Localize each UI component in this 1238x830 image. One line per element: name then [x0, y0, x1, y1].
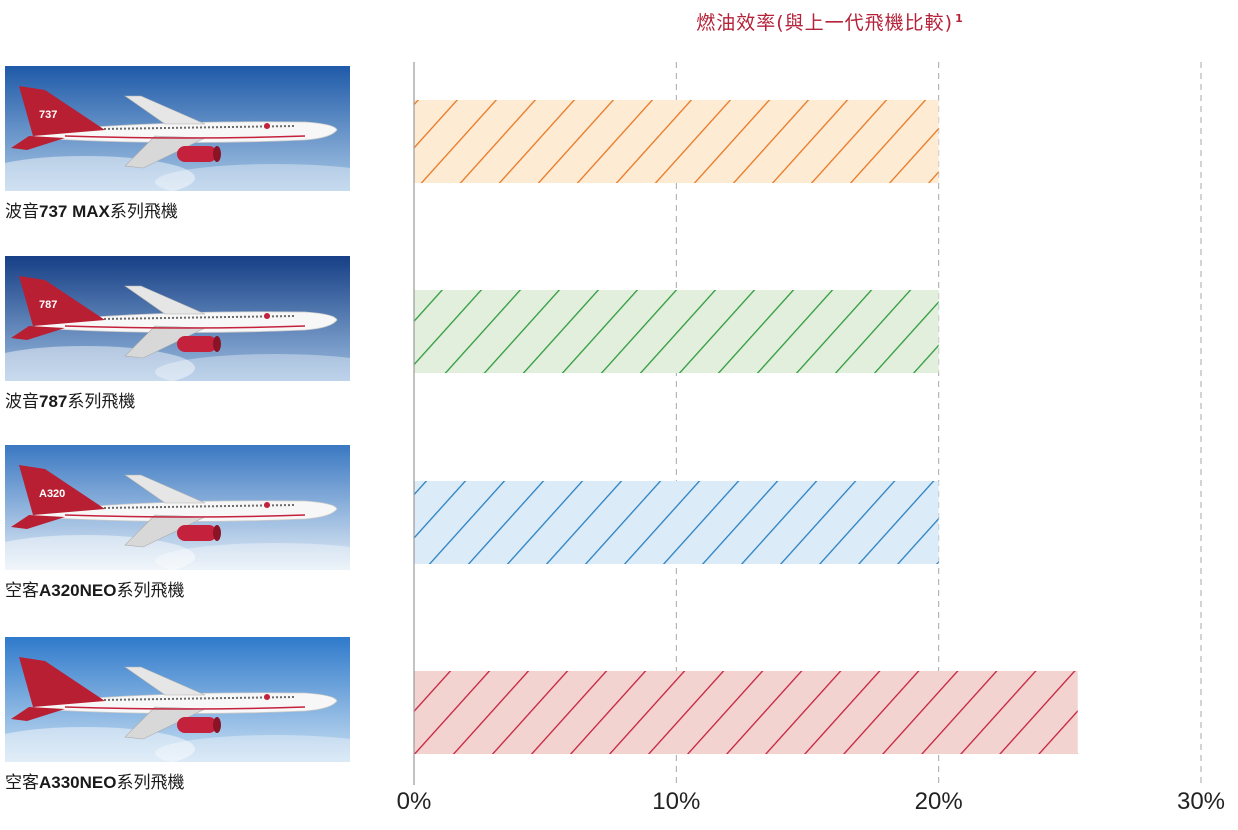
bar	[414, 100, 939, 183]
aircraft-photo: 787	[5, 256, 350, 381]
caption-family: 系列飛機	[67, 392, 136, 412]
x-tick-label: 20%	[914, 788, 963, 815]
aircraft-card: 737 波音737 MAX系列飛機	[5, 66, 350, 223]
caption-family: 系列飛機	[116, 773, 185, 793]
x-tick-label: 10%	[652, 788, 701, 815]
aircraft-card: 787 波音787系列飛機	[5, 256, 350, 413]
aircraft-caption: 波音737 MAX系列飛機	[5, 201, 350, 223]
x-tick-label: 0%	[396, 788, 432, 815]
caption-model: 787	[39, 392, 68, 411]
caption-model: A330NEO	[39, 773, 117, 792]
x-tick-label: 30%	[1176, 788, 1226, 815]
caption-manufacturer: 空客	[5, 581, 39, 601]
footnote-marker: 1	[955, 11, 964, 25]
bar	[414, 290, 939, 373]
tail-marking: 737	[39, 109, 57, 121]
aircraft-caption: 空客A330NEO系列飛機	[5, 772, 350, 794]
aircraft-photo	[5, 637, 350, 762]
aircraft-card: 空客A330NEO系列飛機	[5, 637, 350, 794]
aircraft-caption: 波音787系列飛機	[5, 391, 350, 413]
caption-model: 737 MAX	[39, 202, 110, 221]
caption-manufacturer: 空客	[5, 773, 39, 793]
caption-family: 系列飛機	[109, 202, 178, 222]
bar	[414, 671, 1078, 754]
caption-manufacturer: 波音	[5, 392, 39, 412]
tail-marking: A320	[39, 488, 65, 500]
chart-title: 燃油效率(與上一代飛機比較) 1	[640, 8, 1020, 35]
aircraft-photo: 737	[5, 66, 350, 191]
aircraft-photo: A320	[5, 445, 350, 570]
tail-marking: 787	[39, 299, 57, 311]
aircraft-caption: 空客A320NEO系列飛機	[5, 580, 350, 602]
caption-model: A320NEO	[39, 581, 117, 600]
caption-family: 系列飛機	[116, 581, 185, 601]
bar	[414, 481, 939, 564]
caption-manufacturer: 波音	[5, 202, 39, 222]
aircraft-card: A320 空客A320NEO系列飛機	[5, 445, 350, 602]
chart-title-text: 燃油效率(與上一代飛機比較)	[696, 12, 954, 34]
